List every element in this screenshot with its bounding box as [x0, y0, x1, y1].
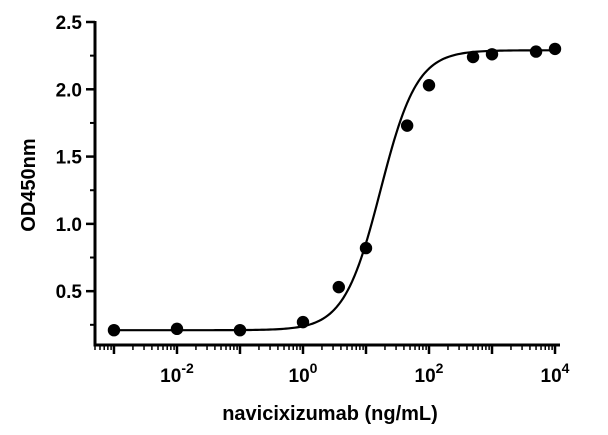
y-tick-label: 0.5	[56, 282, 83, 303]
data-point	[529, 45, 543, 58]
fit-curve	[113, 49, 556, 332]
x-tick-label: 100	[289, 360, 318, 387]
data-point	[233, 323, 247, 337]
data-point	[107, 323, 121, 337]
fit-curve-layer	[113, 49, 556, 332]
y-tick-label: 2.0	[56, 80, 82, 101]
data-point	[359, 241, 373, 255]
data-point	[485, 48, 499, 61]
x-axis-title: navicixizumab (ng/mL)	[222, 403, 438, 425]
y-tick-label: 2.5	[56, 13, 83, 34]
y-tick-label: 1.5	[56, 148, 83, 169]
data-point	[170, 322, 184, 336]
x-tick-label: 102	[415, 360, 444, 387]
data-point	[400, 119, 414, 132]
data-point	[296, 315, 310, 329]
data-points-layer	[107, 42, 562, 337]
axes: 0.5 1.0 1.5 2.0 2.5 10-2 100 102 104	[56, 13, 570, 387]
x-tick-label: 10-2	[160, 360, 194, 387]
y-tick-label: 1.0	[56, 215, 82, 236]
y-axis-title: OD450nm	[18, 138, 40, 231]
data-point	[422, 79, 436, 92]
data-point	[466, 50, 480, 64]
x-tick-label: 104	[541, 360, 570, 387]
data-point	[548, 42, 562, 56]
data-point	[332, 280, 345, 294]
